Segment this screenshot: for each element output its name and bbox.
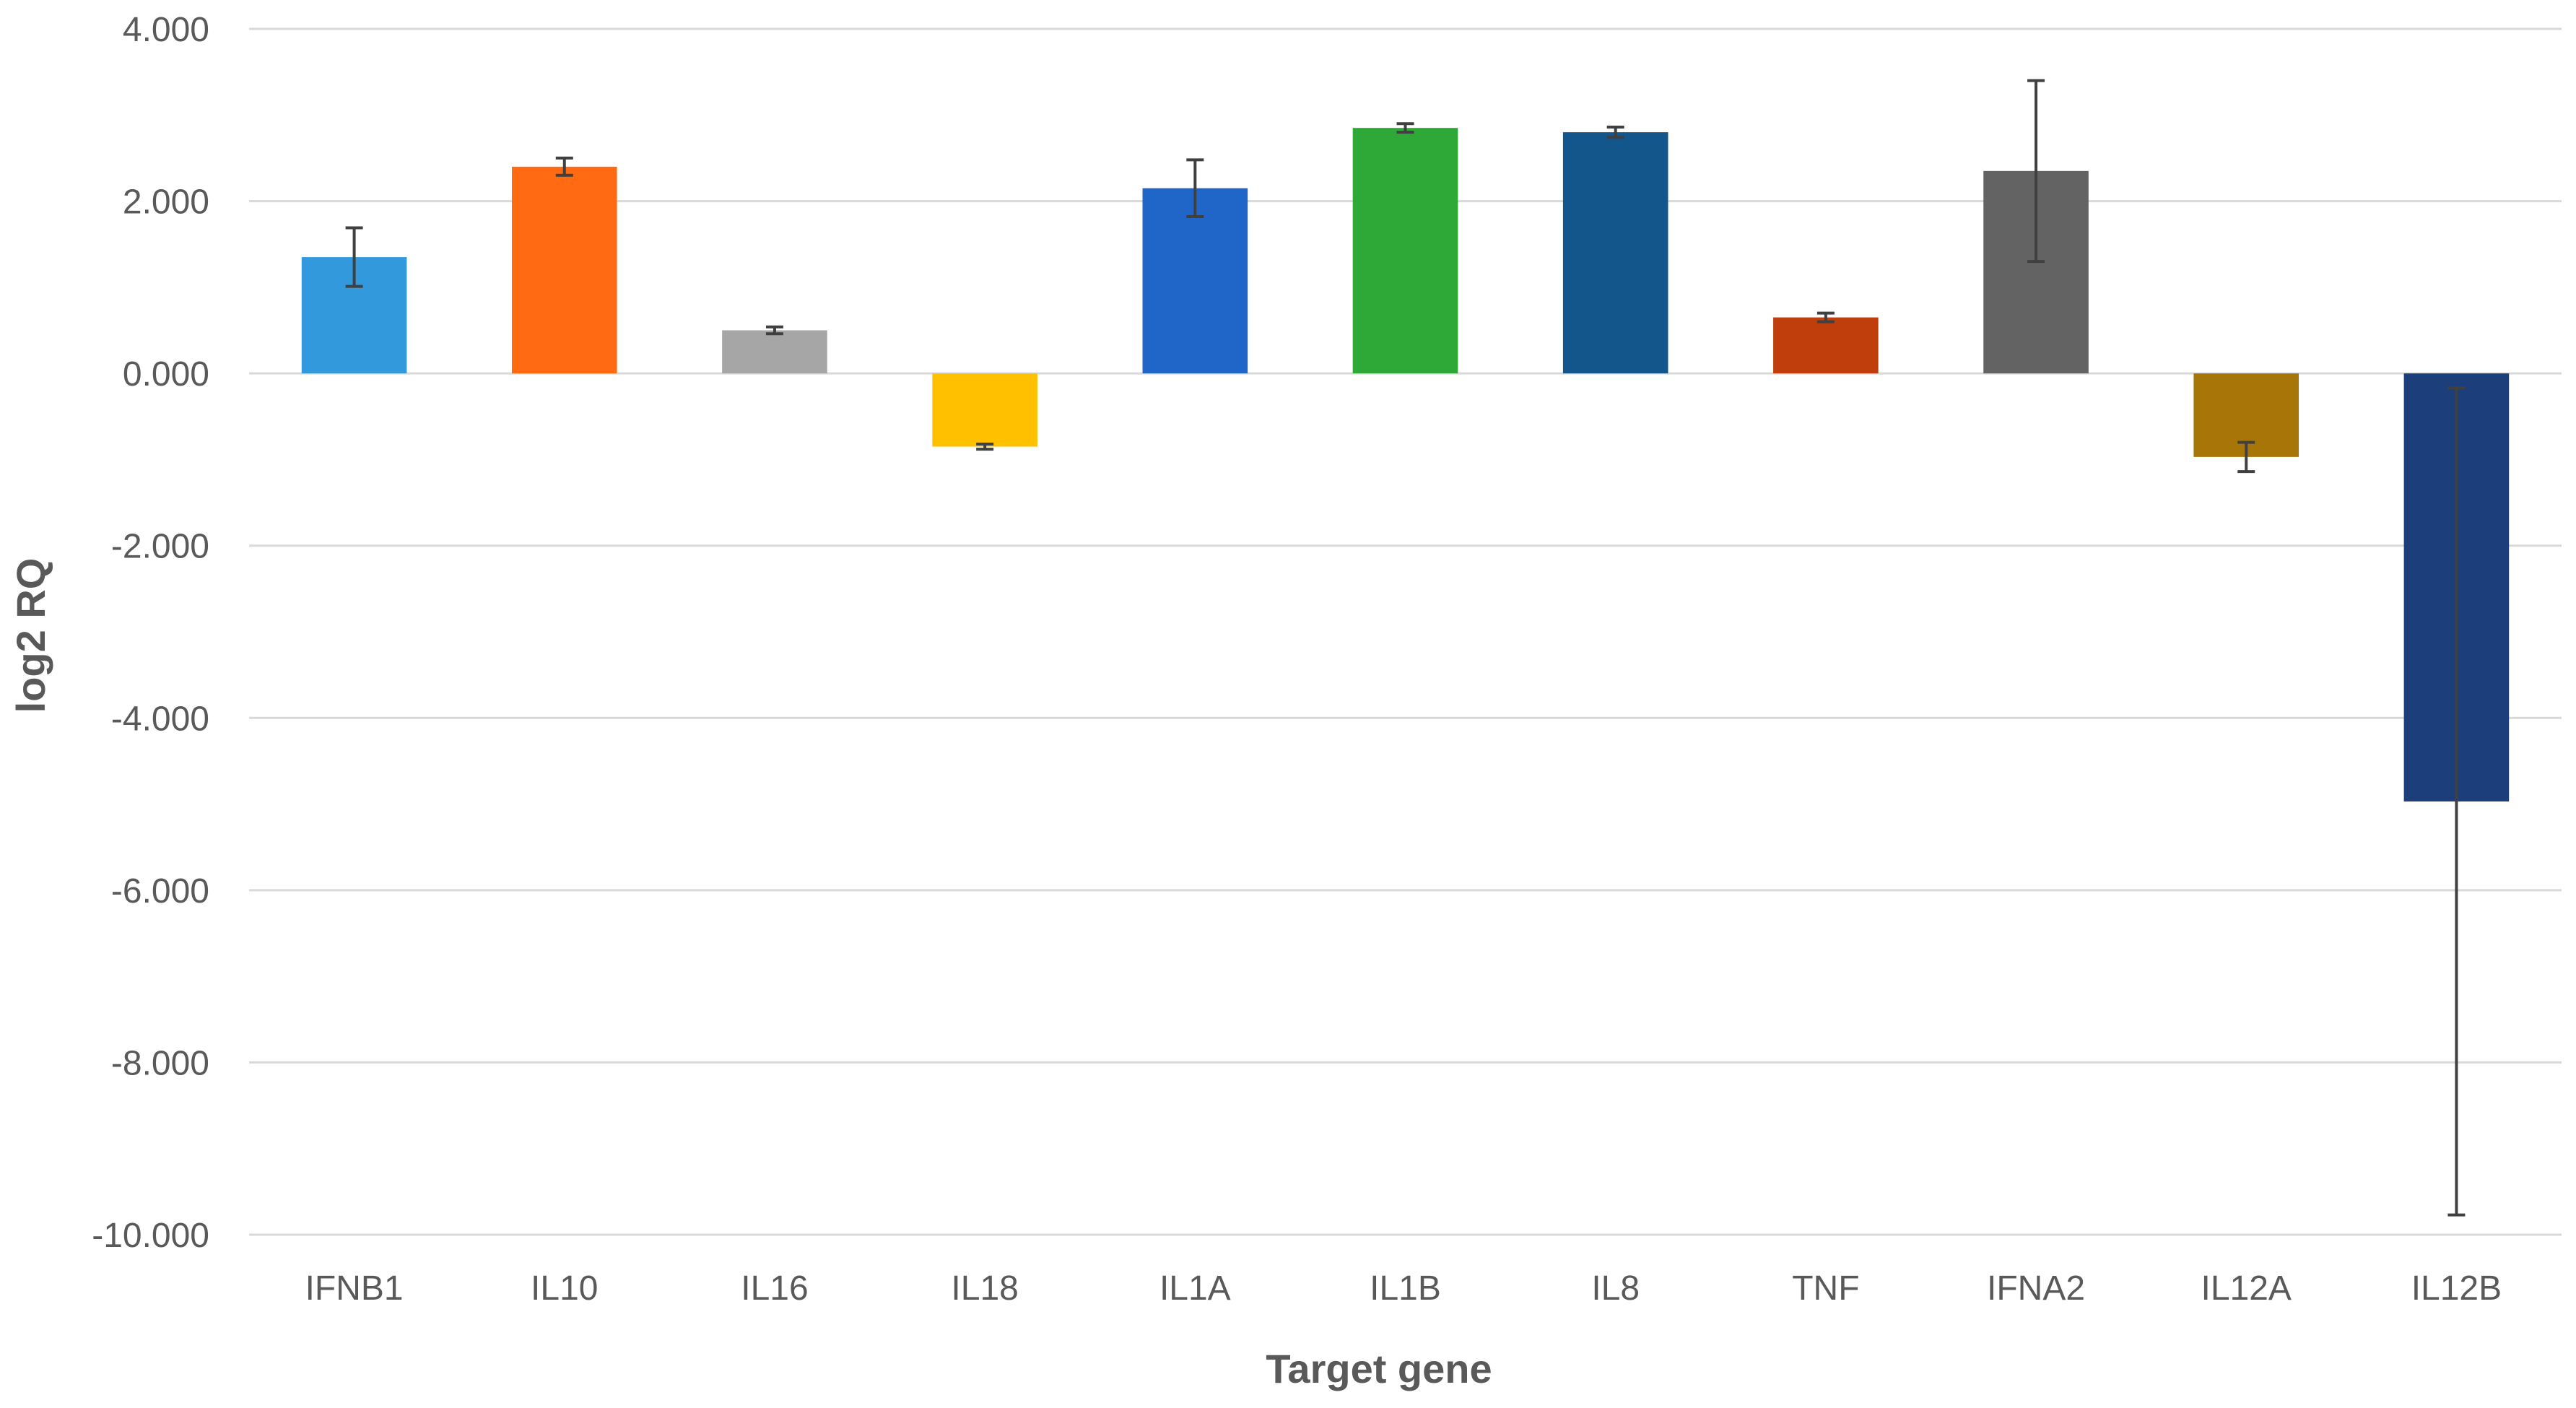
x-tick-label: IL1B [1370, 1269, 1441, 1308]
x-tick-label: TNF [1792, 1269, 1859, 1308]
y-tick-label: -6.000 [111, 872, 209, 911]
bar-il8 [1562, 132, 1668, 374]
x-axis-tick-labels: IFNB1 IL10 IL16 IL18 IL1A IL1B IL8 TNF IFNA2 IL12… [305, 1269, 2502, 1308]
error-bar-il12a [2237, 440, 2255, 474]
y-tick-label: -10.000 [92, 1217, 209, 1255]
bars [301, 128, 2510, 801]
error-bar-il1b [1396, 122, 1414, 134]
error-bar-tnf [1816, 311, 1835, 323]
y-tick-label: -2.000 [111, 528, 209, 566]
error-bar-il12b [2447, 386, 2466, 1217]
error-bar-ifna2 [2027, 79, 2045, 264]
x-tick-label: IL12B [2411, 1269, 2502, 1308]
y-tick-label: 4.000 [123, 11, 209, 49]
y-axis-tick-labels: 4.000 2.000 0.000 -2.000 -4.000 -6.000 -8.000 -… [92, 11, 209, 1255]
x-tick-label: IL8 [1591, 1269, 1640, 1308]
error-bar-il8 [1606, 125, 1624, 139]
x-tick-label: IL10 [531, 1269, 598, 1308]
x-tick-label: IL1A [1159, 1269, 1231, 1308]
y-tick-label: -8.000 [111, 1044, 209, 1082]
y-tick-label: -4.000 [111, 700, 209, 738]
y-tick-label: 2.000 [123, 183, 209, 222]
x-tick-label: IFNA2 [1987, 1269, 2085, 1308]
bar-il10 [511, 166, 617, 374]
bar-tnf [1773, 317, 1879, 374]
x-tick-label: IFNB1 [305, 1269, 404, 1308]
error-bar-il1a [1186, 158, 1204, 219]
error-bar-il10 [555, 156, 573, 177]
error-bars [345, 79, 2466, 1217]
error-bar-il16 [765, 325, 783, 336]
x-tick-label: IL18 [951, 1269, 1018, 1308]
x-tick-label: IL16 [741, 1269, 808, 1308]
bar-il16 [722, 330, 827, 374]
y-axis-title: log2 RQ [8, 558, 53, 713]
bar-il1b [1352, 128, 1458, 374]
error-bar-il18 [976, 442, 994, 451]
error-bar-ifnb1 [345, 226, 363, 288]
bar-il18 [932, 373, 1037, 447]
bar-il1a [1142, 188, 1248, 374]
x-axis-title: Target gene [1266, 1346, 1492, 1391]
y-tick-label: 0.000 [123, 355, 209, 394]
x-tick-label: IL12A [2201, 1269, 2292, 1308]
